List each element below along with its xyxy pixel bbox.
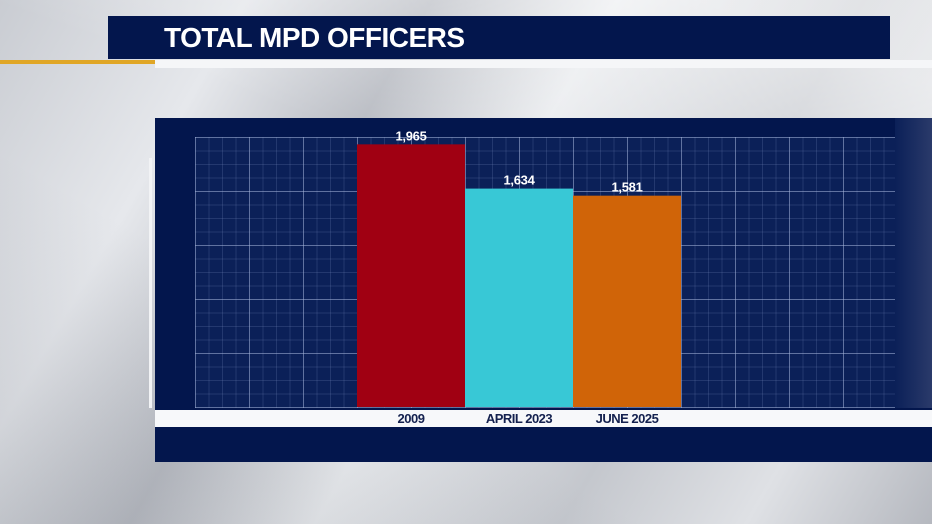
value-label: 1,634 (503, 173, 535, 188)
accent-line (0, 60, 155, 64)
divider-line (155, 60, 932, 68)
title-bar: TOTAL MPD OFFICERS (108, 16, 890, 59)
bar-april-2023 (465, 188, 573, 407)
bar-2009 (357, 144, 465, 407)
chart-panel: 1,965 2009 1,634 APRIL 2023 1,581 JUNE 2025 (155, 118, 932, 462)
bar-june-2025 (573, 195, 681, 407)
value-label: 1,965 (395, 128, 426, 143)
label-strip (155, 410, 932, 427)
category-label: JUNE 2025 (596, 411, 659, 426)
panel-edge (895, 118, 932, 408)
side-line (149, 158, 152, 408)
value-label: 1,581 (611, 180, 642, 195)
category-label: 2009 (398, 411, 425, 426)
chart-title: TOTAL MPD OFFICERS (164, 22, 465, 53)
bar-chart: 1,965 2009 1,634 APRIL 2023 1,581 JUNE 2025 (357, 128, 681, 426)
category-label: APRIL 2023 (486, 411, 553, 426)
